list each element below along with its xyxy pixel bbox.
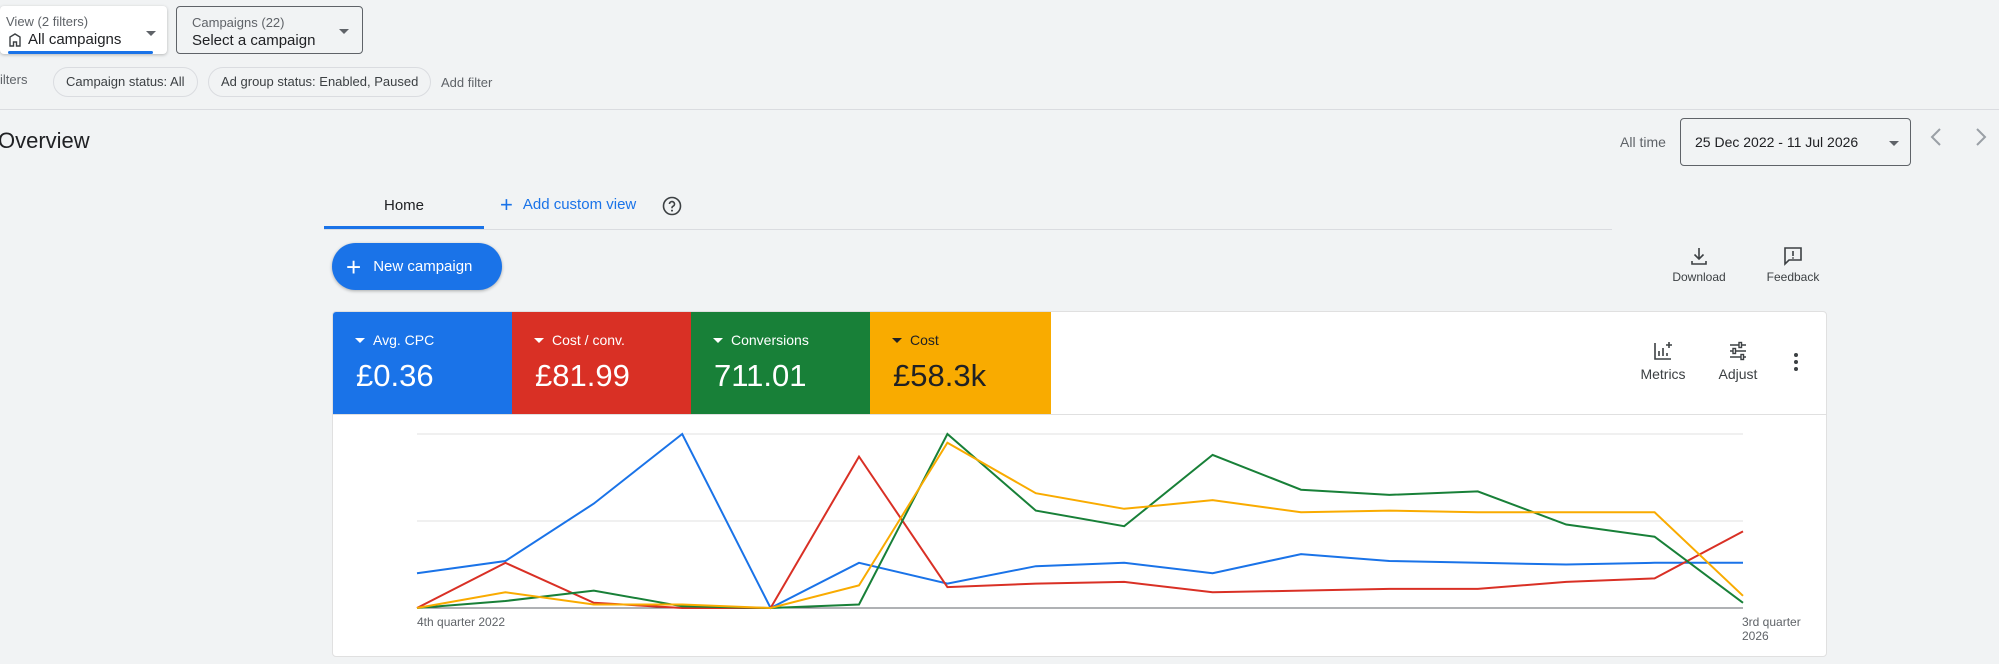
plus-icon: + (500, 191, 513, 217)
metric-tile-label: Cost (910, 332, 939, 348)
campaign-selector[interactable]: Campaigns (22) Select a campaign (176, 6, 363, 54)
metric-tile-conversions[interactable]: Conversions 711.01 (691, 312, 870, 414)
metric-tile-value: £81.99 (535, 358, 630, 393)
view-selector-value: All campaigns (28, 31, 122, 48)
tune-icon (1730, 341, 1746, 361)
view-selector[interactable]: View (2 filters) All campaigns (0, 6, 167, 54)
campaign-selector-value: Select a campaign (192, 32, 316, 49)
x-axis-start-label: 4th quarter 2022 (417, 615, 506, 629)
metric-tile-label: Avg. CPC (373, 332, 435, 348)
tab-add-custom-view[interactable]: + Add custom view (500, 191, 637, 217)
series-line-cost-conv[interactable] (416, 454, 1744, 609)
chevron-down-icon (339, 29, 349, 34)
metric-tile-value: £0.36 (356, 358, 434, 393)
x-axis-end-label: 3rd quarter 2026 (1742, 615, 1801, 643)
tab-home-label: Home (383, 197, 424, 214)
dropdown-triangle-icon (534, 337, 544, 343)
metric-tile-value: 711.01 (714, 358, 807, 393)
metric-tile-value: £58.3k (893, 358, 987, 393)
series-line-cost[interactable] (416, 441, 1744, 610)
tab-active-indicator (324, 226, 484, 229)
adjust-label: Adjust (1718, 366, 1758, 382)
metrics-button[interactable]: Metrics (1633, 340, 1693, 382)
next-period-icon[interactable] (1974, 126, 1988, 155)
metric-tile-avg-cpc[interactable]: Avg. CPC £0.36 (333, 312, 512, 414)
metric-tile-cost-per-conv[interactable]: Cost / conv. £81.99 (512, 312, 691, 414)
download-label: Download (1672, 270, 1726, 284)
plus-icon: + (346, 251, 362, 282)
more-options-icon[interactable] (1793, 352, 1799, 377)
chevron-down-icon (1889, 141, 1899, 146)
card-divider (333, 414, 1826, 415)
divider (0, 109, 1999, 110)
download-button[interactable]: Download (1667, 246, 1731, 284)
download-icon (1691, 248, 1707, 265)
metric-tile-label: Conversions (731, 332, 809, 348)
metric-tile-label: Cost / conv. (552, 332, 625, 348)
metric-tile-cost[interactable]: Cost £58.3k (870, 312, 1051, 414)
feedback-icon (1784, 247, 1802, 266)
date-range-label: All time (1620, 134, 1666, 150)
campaign-selector-caption: Campaigns (22) (192, 15, 285, 30)
tab-home[interactable]: Home (324, 186, 484, 229)
chevron-down-icon (146, 31, 156, 36)
page-title: Overview (0, 128, 90, 153)
series-line-conversions[interactable] (416, 432, 1744, 610)
building-icon (9, 32, 21, 47)
series-line-avg-cpc[interactable] (416, 432, 1743, 610)
add-chart-icon (1654, 342, 1672, 360)
dropdown-triangle-icon (713, 337, 723, 343)
view-selector-indicator (8, 51, 153, 54)
tab-add-custom-view-label: Add custom view (522, 196, 637, 213)
feedback-button[interactable]: Feedback (1761, 246, 1825, 284)
line-chart (416, 432, 1744, 610)
tabs-divider (324, 229, 1612, 230)
add-filter-link[interactable]: Add filter (441, 75, 493, 90)
date-range-picker[interactable]: 25 Dec 2022 - 11 Jul 2026 (1680, 118, 1911, 166)
performance-chart-card: Avg. CPC £0.36 Cost / conv. £81.99 Conve… (332, 311, 1827, 657)
filters-label: ilters (0, 72, 28, 87)
filter-chip-campaign-status[interactable]: Campaign status: All (53, 67, 198, 97)
adjust-button[interactable]: Adjust (1710, 340, 1766, 382)
dropdown-triangle-icon (355, 337, 365, 343)
dropdown-triangle-icon (892, 337, 902, 343)
view-selector-caption: View (2 filters) (6, 14, 89, 29)
new-campaign-button[interactable]: + New campaign (332, 243, 502, 290)
new-campaign-label: New campaign (373, 258, 473, 275)
previous-period-icon[interactable] (1929, 126, 1943, 155)
filter-chip-ad-group-status[interactable]: Ad group status: Enabled, Paused (208, 67, 432, 97)
feedback-label: Feedback (1766, 270, 1820, 284)
metrics-label: Metrics (1640, 366, 1686, 382)
date-range-value: 25 Dec 2022 - 11 Jul 2026 (1695, 134, 1859, 150)
help-icon[interactable] (662, 196, 682, 216)
